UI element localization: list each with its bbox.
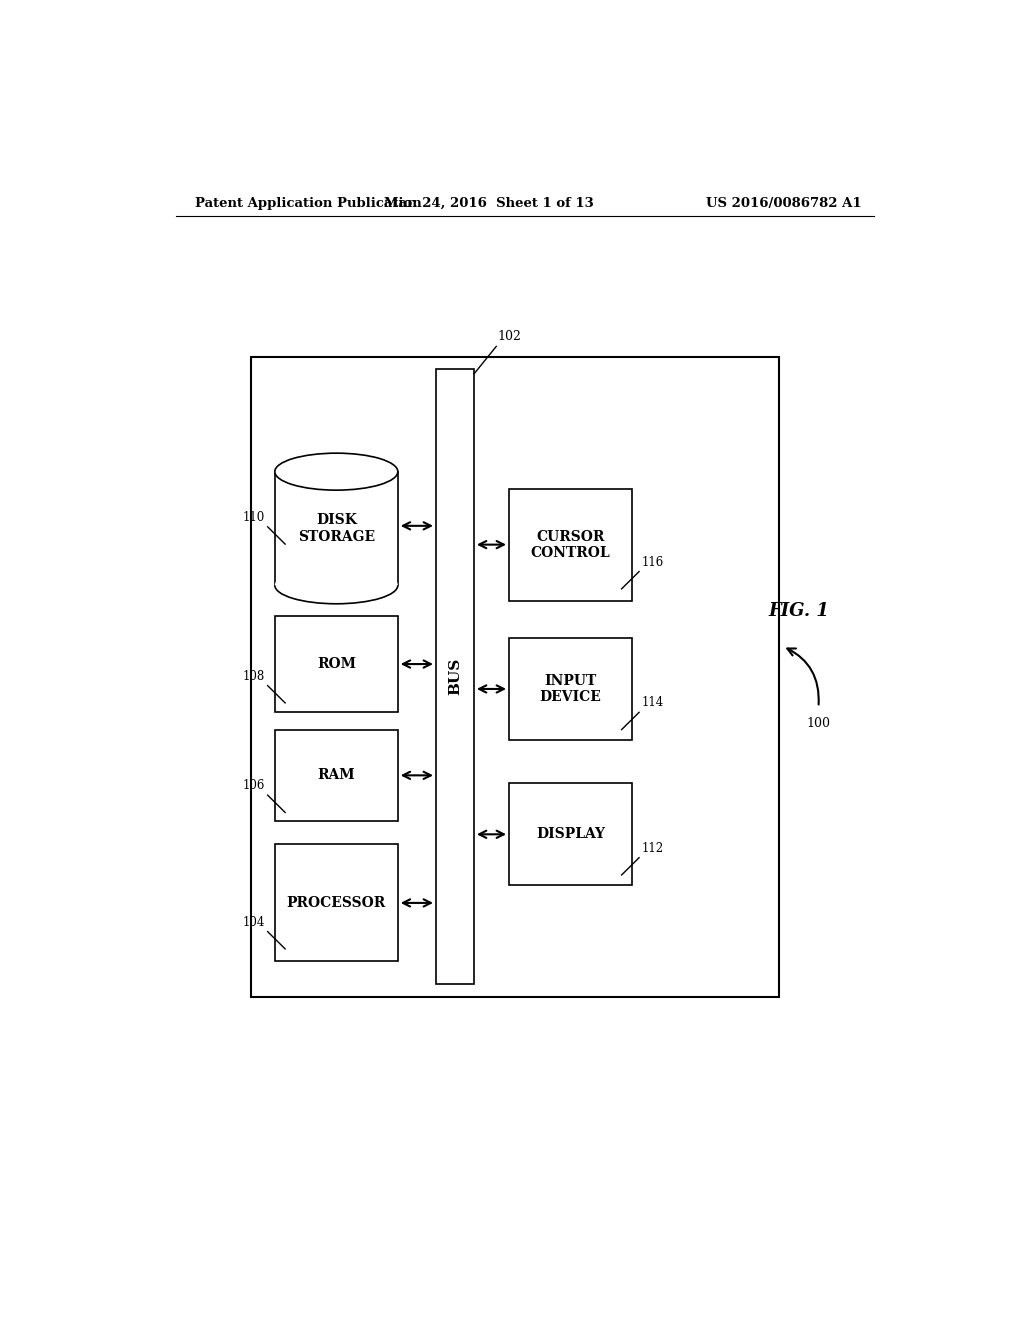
Bar bbox=[436, 368, 474, 983]
Text: FIG. 1: FIG. 1 bbox=[768, 602, 829, 619]
Text: 102: 102 bbox=[498, 330, 521, 343]
Text: Patent Application Publication: Patent Application Publication bbox=[196, 197, 422, 210]
Text: 114: 114 bbox=[641, 696, 664, 709]
Text: DISPLAY: DISPLAY bbox=[536, 828, 605, 841]
Text: BUS: BUS bbox=[447, 657, 462, 694]
Bar bbox=[274, 615, 397, 713]
Text: 108: 108 bbox=[243, 669, 265, 682]
Bar bbox=[509, 784, 632, 886]
Bar bbox=[274, 730, 397, 821]
Text: ROM: ROM bbox=[316, 657, 355, 671]
Text: CURSOR
CONTROL: CURSOR CONTROL bbox=[530, 529, 610, 560]
Text: US 2016/0086782 A1: US 2016/0086782 A1 bbox=[707, 197, 862, 210]
Text: RAM: RAM bbox=[317, 768, 355, 783]
Text: PROCESSOR: PROCESSOR bbox=[287, 896, 386, 909]
Text: INPUT
DEVICE: INPUT DEVICE bbox=[540, 675, 601, 704]
Bar bbox=[509, 638, 632, 739]
Text: Mar. 24, 2016  Sheet 1 of 13: Mar. 24, 2016 Sheet 1 of 13 bbox=[384, 197, 594, 210]
Text: 100: 100 bbox=[807, 718, 830, 730]
Text: 110: 110 bbox=[243, 511, 265, 524]
Ellipse shape bbox=[274, 453, 398, 490]
Text: 104: 104 bbox=[243, 916, 265, 928]
Text: 116: 116 bbox=[641, 556, 664, 569]
Ellipse shape bbox=[274, 566, 398, 603]
Bar bbox=[251, 356, 778, 997]
Bar bbox=[509, 488, 632, 601]
Bar bbox=[274, 471, 397, 585]
Text: 112: 112 bbox=[641, 842, 664, 854]
Text: 106: 106 bbox=[243, 779, 265, 792]
Bar bbox=[274, 845, 397, 961]
Text: DISK
STORAGE: DISK STORAGE bbox=[298, 513, 375, 544]
